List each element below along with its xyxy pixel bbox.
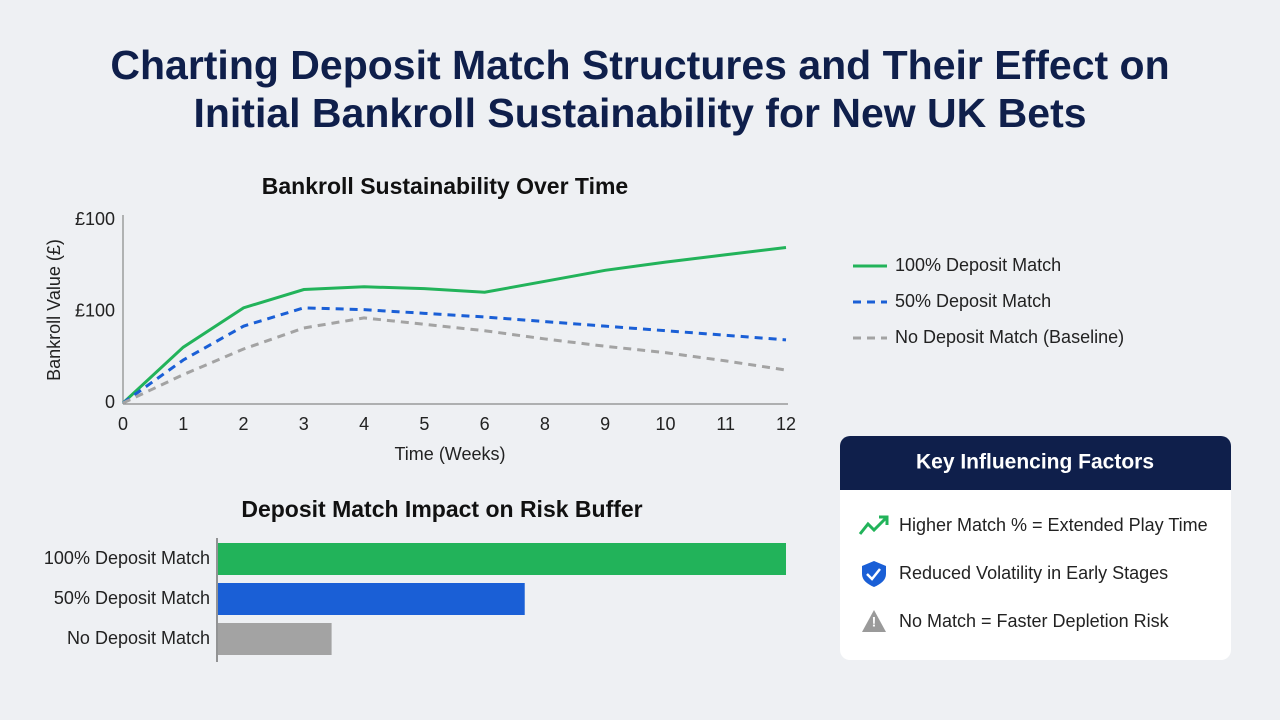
y-tick-label: £100: [75, 300, 115, 320]
x-axis-label: Time (Weeks): [394, 444, 505, 464]
chart-title: Deposit Match Impact on Risk Buffer: [241, 496, 642, 522]
x-tick-label: 1: [178, 414, 188, 434]
warning-mark: !: [872, 614, 877, 630]
bar: [218, 543, 786, 575]
x-tick-label: 6: [480, 414, 490, 434]
shield-icon: [862, 561, 886, 587]
y-tick-label: £100: [75, 209, 115, 229]
check-icon: [866, 568, 881, 581]
factor-item: No Match = Faster Depletion Risk: [899, 611, 1170, 631]
x-tick-label: 9: [600, 414, 610, 434]
y-tick-label: No Deposit Match: [67, 628, 210, 648]
key-factors-panel: Key Influencing Factors ! Higher Match %…: [840, 436, 1231, 660]
trend-icon: [858, 515, 889, 535]
x-tick-label: 5: [419, 414, 429, 434]
series-line: [121, 245, 787, 405]
factor-item: Reduced Volatility in Early Stages: [899, 563, 1168, 583]
x-tick-label: 4: [359, 414, 369, 434]
legend-label: No Deposit Match (Baseline): [895, 327, 1124, 347]
x-tick-label: 8: [540, 414, 550, 434]
x-tick-label: 12: [776, 414, 796, 434]
x-tick-label: 3: [299, 414, 309, 434]
y-tick-label: 50% Deposit Match: [54, 588, 210, 608]
chart-title: Bankroll Sustainability Over Time: [262, 173, 628, 199]
series-line: [122, 306, 787, 405]
warning-icon: [862, 610, 886, 632]
x-tick-label: 10: [655, 414, 675, 434]
panel-body: [840, 436, 1231, 660]
bar: [218, 583, 525, 615]
y-tick-label: 0: [105, 392, 115, 412]
y-axis-label: Bankroll Value (£): [44, 239, 64, 381]
bar: [218, 623, 332, 655]
x-tick-label: 2: [239, 414, 249, 434]
y-tick-label: 100% Deposit Match: [44, 548, 210, 568]
factor-item: Higher Match % = Extended Play Time: [899, 515, 1208, 535]
x-tick-label: 0: [118, 414, 128, 434]
panel-title: Key Influencing Factors: [916, 451, 1154, 474]
x-tick-label: 11: [716, 414, 735, 434]
legend-label: 50% Deposit Match: [895, 291, 1051, 311]
panel-header: [840, 436, 1231, 490]
page-title: Charting Deposit Match Structures and Th…: [110, 42, 1169, 88]
legend-label: 100% Deposit Match: [895, 255, 1061, 275]
page-title: Initial Bankroll Sustainability for New …: [193, 90, 1086, 136]
